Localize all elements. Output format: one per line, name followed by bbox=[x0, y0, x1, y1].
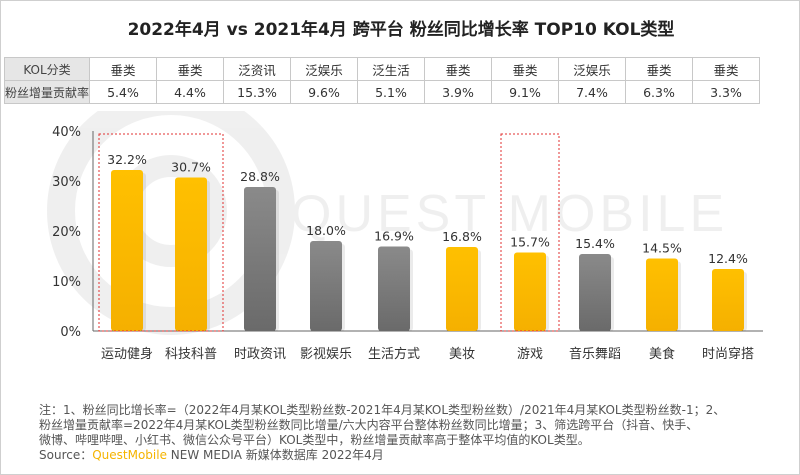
table-cell: 泛资讯 bbox=[223, 57, 291, 81]
highlight-box bbox=[500, 133, 560, 332]
bar bbox=[175, 177, 207, 331]
source-label: Source： bbox=[39, 448, 93, 462]
watermark-text: QUEST MOBILE bbox=[291, 185, 728, 243]
y-tick-label: 0% bbox=[60, 325, 81, 340]
note-line: 粉丝增量贡献率=2022年4月某KOL类型粉丝数同比增量/六大内容平台整体粉丝数… bbox=[39, 418, 699, 432]
bar bbox=[712, 269, 744, 331]
y-tick-label: 30% bbox=[52, 175, 81, 190]
data-label: 15.7% bbox=[510, 235, 550, 250]
source-line: Source：QuestMobile NEW MEDIA 新媒体数据库 2022… bbox=[39, 448, 779, 463]
table-cell: 垂类 bbox=[89, 57, 157, 81]
bar bbox=[244, 187, 276, 331]
y-tick-label: 20% bbox=[52, 225, 81, 240]
bar bbox=[646, 258, 678, 331]
table-cell: 6.3% bbox=[625, 80, 693, 104]
source-rest: NEW MEDIA 新媒体数据库 2022年4月 bbox=[166, 448, 384, 462]
chart-title: 2022年4月 vs 2021年4月 跨平台 粉丝同比增长率 TOP10 KOL… bbox=[127, 20, 675, 40]
x-tick-label: 音乐舞蹈 bbox=[569, 346, 621, 362]
table-cell: 5.4% bbox=[89, 80, 157, 104]
highlight-box bbox=[98, 133, 224, 332]
data-label: 18.0% bbox=[306, 223, 346, 238]
row-header: 粉丝增量贡献率 bbox=[4, 80, 90, 104]
data-label: 12.4% bbox=[708, 251, 748, 266]
table-cell: 7.4% bbox=[558, 80, 626, 104]
x-tick-label: 美妆 bbox=[449, 347, 475, 362]
table-cell: 15.3% bbox=[223, 80, 291, 104]
table-cell: 3.3% bbox=[692, 80, 760, 104]
x-tick-label: 影视娱乐 bbox=[300, 347, 352, 362]
table-cell: 垂类 bbox=[692, 57, 760, 81]
bar bbox=[310, 241, 342, 331]
data-label: 14.5% bbox=[642, 241, 682, 256]
table-row: 粉丝增量贡献率 5.4% 4.4% 15.3% 9.6% 5.1% 3.9% 9.1% 7.4%… bbox=[4, 80, 760, 104]
bar bbox=[579, 254, 611, 331]
x-tick-label: 游戏 bbox=[517, 347, 543, 362]
bar bbox=[378, 246, 410, 331]
x-tick-label: 时尚穿搭 bbox=[702, 346, 754, 362]
row-header: KOL分类 bbox=[4, 57, 90, 81]
table-cell: 4.4% bbox=[156, 80, 224, 104]
bar bbox=[111, 170, 143, 331]
table-cell: 垂类 bbox=[625, 57, 693, 81]
bar bbox=[446, 247, 478, 331]
data-label: 32.2% bbox=[107, 152, 147, 167]
note-line: 微博、哔哩哔哩、小红书、微信公众号平台）KOL类型中，粉丝增量贡献率高于整体平均… bbox=[39, 433, 590, 447]
kol-table: KOL分类 垂类 垂类 泛资讯 泛娱乐 泛生活 垂类 垂类 泛娱乐 垂类 垂类 粉丝增量贡献率 5.4… bbox=[4, 57, 760, 104]
x-tick-label: 运动健身 bbox=[101, 346, 153, 362]
x-tick-label: 生活方式 bbox=[368, 346, 420, 362]
data-label: 16.8% bbox=[442, 229, 482, 244]
footnote: 注：1、粉丝同比增长率=（2022年4月某KOL类型粉丝数-2021年4月某KO… bbox=[39, 403, 779, 463]
table-cell: 9.6% bbox=[290, 80, 358, 104]
y-tick-label: 10% bbox=[52, 275, 81, 290]
table-cell: 垂类 bbox=[156, 57, 224, 81]
table-cell: 3.9% bbox=[424, 80, 492, 104]
data-label: 30.7% bbox=[171, 160, 211, 175]
data-label: 16.9% bbox=[374, 229, 414, 244]
bar-chart: QUEST MOBILE 0% 10% 20% 30% 40% 32.2% 运动健身 30.7%… bbox=[47, 111, 763, 362]
data-label: 28.8% bbox=[240, 169, 280, 184]
y-tick-label: 40% bbox=[52, 125, 81, 140]
table-row: KOL分类 垂类 垂类 泛资讯 泛娱乐 泛生活 垂类 垂类 泛娱乐 垂类 垂类 bbox=[4, 57, 760, 81]
bar bbox=[514, 252, 546, 331]
x-tick-label: 科技科普 bbox=[165, 347, 217, 362]
note-line: 注：1、粉丝同比增长率=（2022年4月某KOL类型粉丝数-2021年4月某KO… bbox=[39, 403, 726, 417]
x-tick-label: 时政资讯 bbox=[234, 347, 286, 362]
x-tick-label: 美食 bbox=[649, 346, 675, 362]
table-cell: 泛娱乐 bbox=[290, 57, 358, 81]
table-cell: 5.1% bbox=[357, 80, 425, 104]
table-cell: 垂类 bbox=[491, 57, 559, 81]
table-cell: 9.1% bbox=[491, 80, 559, 104]
table-cell: 垂类 bbox=[424, 57, 492, 81]
data-label: 15.4% bbox=[575, 236, 615, 251]
table-cell: 泛娱乐 bbox=[558, 57, 626, 81]
table-cell: 泛生活 bbox=[357, 57, 425, 81]
source-brand: QuestMobile bbox=[92, 448, 167, 462]
